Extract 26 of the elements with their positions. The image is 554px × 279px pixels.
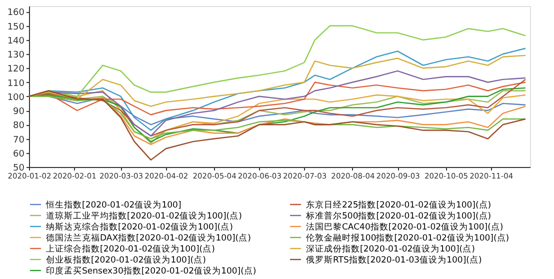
- legend-label: 深证成份指数[2020-01-02值设为100](点): [306, 244, 475, 254]
- y-tick-label: 50: [13, 164, 25, 174]
- legend-label: 伦敦金融时报100指数[2020-01-02值设为100](点): [306, 232, 510, 244]
- y-tick-label: 90: [13, 107, 25, 118]
- legend-label: 道琼斯工业平均指数[2020-01-02值设为100](点): [46, 210, 242, 222]
- legend-label: 印度孟买Sensex30指数[2020-01-02值设为100](点): [46, 266, 256, 276]
- legend-label: 标准普尔500指数[2020-01-02值设为100](点): [305, 210, 492, 222]
- legend-label: 恒生指数[2020-01-02值设为100]: [45, 200, 182, 210]
- y-tick-label: 80: [13, 121, 25, 132]
- legend-label: 德国法兰克福DAX指数[2020-01-02值设为100](点): [46, 232, 251, 244]
- y-tick-label: 70: [13, 135, 25, 146]
- y-tick-label: 100: [7, 92, 25, 103]
- y-tick-label: 140: [7, 36, 25, 46]
- legend-label: 创业板指数[2020-01-02值设为100](点): [46, 254, 206, 266]
- y-tick-label: 160: [7, 8, 25, 18]
- y-tick-label: 110: [7, 78, 25, 89]
- legend-label: 法国巴黎CAC40指数[2020-01-02值设为100](点): [306, 222, 504, 232]
- y-tick-label: 130: [7, 50, 25, 61]
- legend-label: 纳斯达克综合指数[2020-01-02值设为100](点): [46, 222, 233, 232]
- y-tick-label: 120: [7, 64, 25, 75]
- y-tick-label: 60: [13, 149, 25, 160]
- legend-label: 俄罗斯RTS指数[2020-01-03值设为100](点): [306, 254, 482, 266]
- legend-label: 上证综合指数[2020-01-02值设为100](点): [46, 244, 215, 254]
- legend-label: 东京日经225指数[2020-01-02值设为100](点): [306, 200, 492, 210]
- line-series: [28, 90, 526, 161]
- y-tick-label: 150: [7, 22, 25, 32]
